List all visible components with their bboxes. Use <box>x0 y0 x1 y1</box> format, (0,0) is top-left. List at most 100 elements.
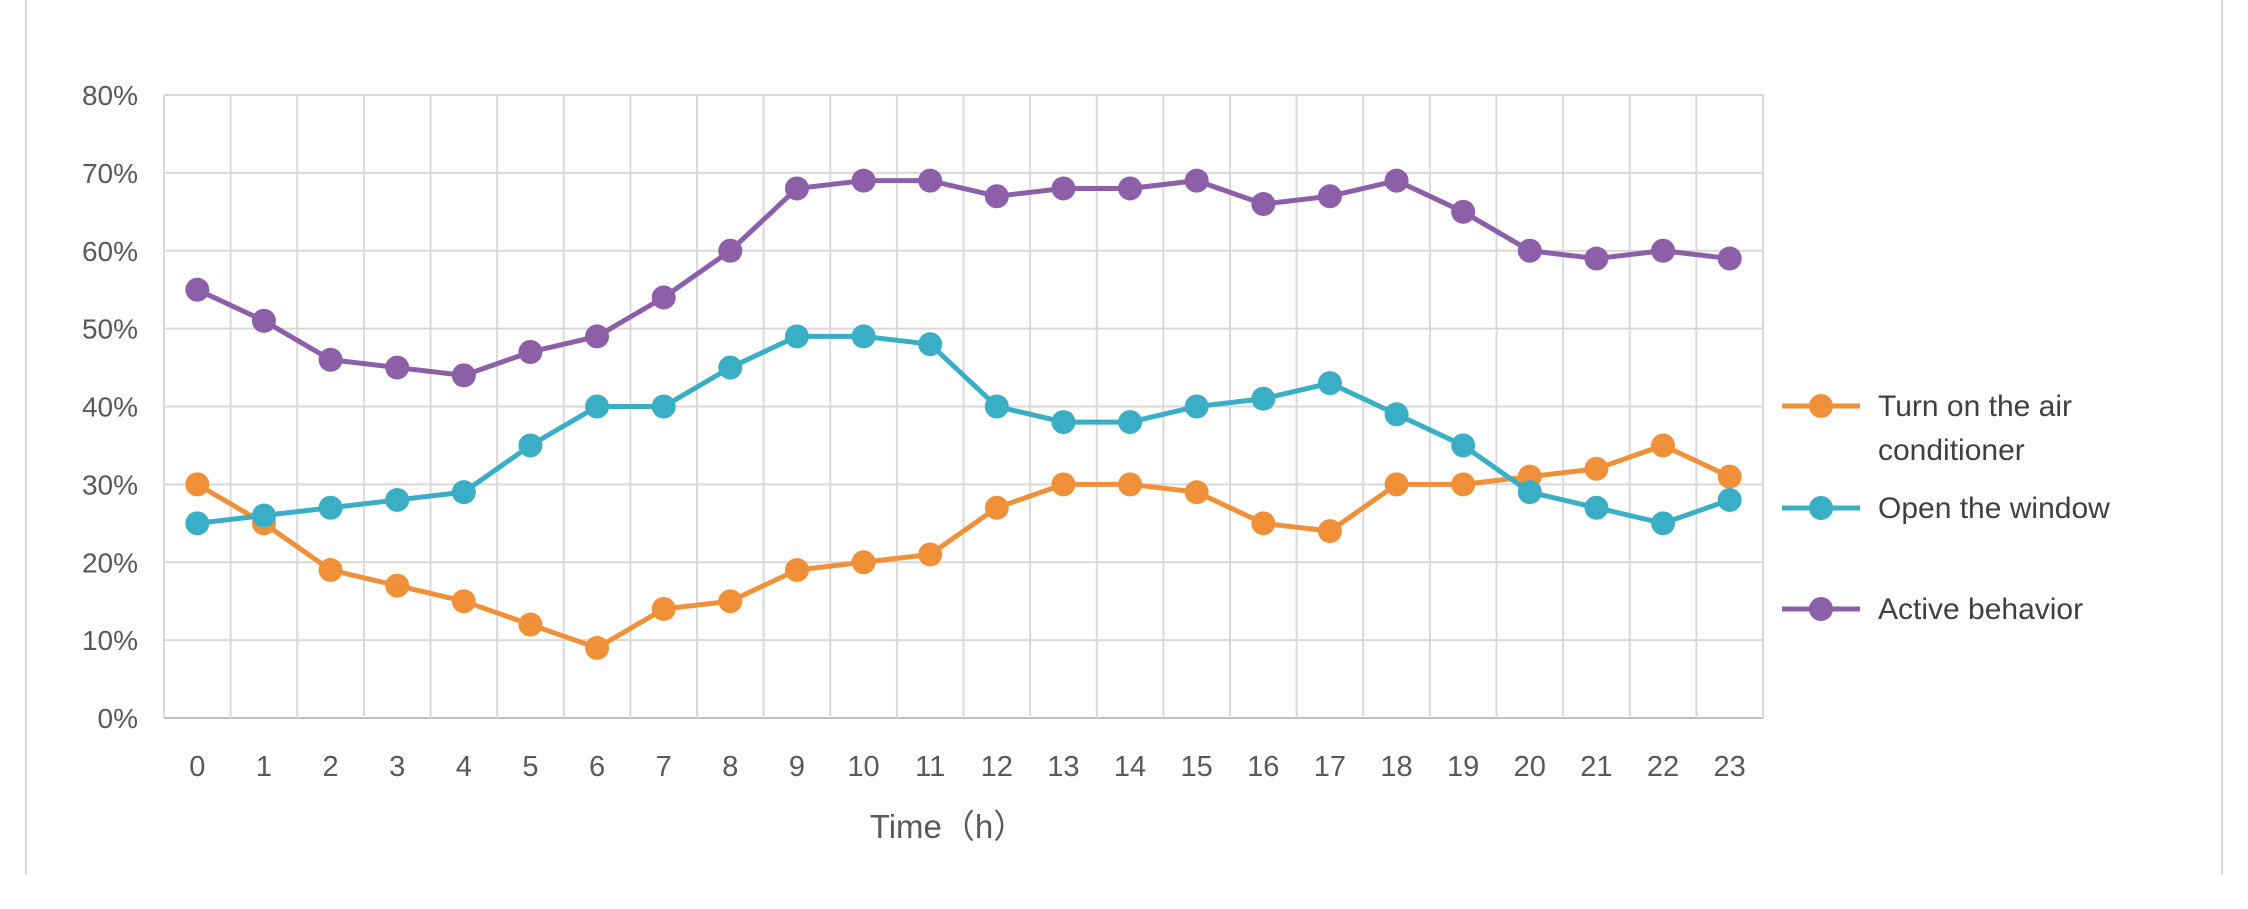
data-point <box>1717 487 1742 512</box>
x-tick-label: 18 <box>1380 751 1412 783</box>
data-point <box>1717 464 1742 489</box>
y-tick-label: 70% <box>82 158 138 189</box>
x-tick-label: 0 <box>189 751 205 783</box>
data-point <box>451 363 476 388</box>
data-point <box>1584 246 1609 271</box>
data-point <box>651 596 676 621</box>
data-point <box>918 168 943 193</box>
y-tick-label: 30% <box>82 469 138 500</box>
x-tick-label: 22 <box>1647 751 1679 783</box>
data-point <box>918 332 943 357</box>
data-point <box>385 355 410 380</box>
data-point <box>1051 176 1076 201</box>
data-point <box>984 394 1009 419</box>
data-point <box>318 495 343 520</box>
data-point <box>1517 238 1542 263</box>
y-tick-label: 50% <box>82 314 138 345</box>
legend-marker <box>1809 394 1833 418</box>
data-point <box>1717 246 1742 271</box>
x-tick-label: 10 <box>847 751 879 783</box>
data-point <box>718 355 743 380</box>
data-point <box>318 558 343 583</box>
x-tick-label: 20 <box>1514 751 1546 783</box>
data-point <box>718 238 743 263</box>
data-point <box>1451 199 1476 224</box>
data-point <box>1118 472 1143 497</box>
legend-marker <box>1809 496 1833 520</box>
x-tick-label: 15 <box>1181 751 1213 783</box>
x-tick-label: 2 <box>322 751 338 783</box>
x-axis-tick-labels: 0 1 2 3 4 5 6 7 8 9 10 11 12 13 14 15 16 17 18 19 20 21 22 23 <box>189 751 1746 783</box>
data-point <box>451 589 476 614</box>
data-point <box>251 308 276 333</box>
data-point <box>1317 371 1342 396</box>
y-axis-tick-labels: 0% 10% 20% 30% 40% 50% 60% 70% 80% <box>82 80 138 734</box>
y-tick-label: 40% <box>82 392 138 423</box>
legend-label: Turn on the air <box>1878 390 2072 423</box>
data-point <box>718 589 743 614</box>
data-point <box>251 503 276 528</box>
legend-entry: Open the window <box>1782 492 2110 525</box>
x-tick-label: 23 <box>1714 751 1746 783</box>
x-tick-label: 11 <box>915 751 945 783</box>
data-point <box>1118 410 1143 435</box>
x-tick-label: 4 <box>456 751 472 783</box>
series-group <box>185 433 1742 660</box>
data-point <box>518 433 543 458</box>
data-point <box>1118 176 1143 201</box>
data-point <box>385 487 410 512</box>
data-point <box>451 480 476 505</box>
data-point <box>1384 402 1409 427</box>
data-point <box>585 324 610 349</box>
data-point <box>1584 456 1609 481</box>
data-point <box>585 394 610 419</box>
legend-label: Open the window <box>1878 492 2110 525</box>
data-point <box>1384 168 1409 193</box>
data-point <box>784 558 809 583</box>
series-group <box>185 324 1742 536</box>
data-point <box>851 168 876 193</box>
x-tick-label: 9 <box>789 751 805 783</box>
x-tick-label: 5 <box>522 751 538 783</box>
data-point <box>851 550 876 575</box>
data-point <box>1184 480 1209 505</box>
x-tick-label: 16 <box>1247 751 1279 783</box>
x-tick-label: 8 <box>722 751 738 783</box>
data-point <box>585 635 610 660</box>
data-point <box>318 347 343 372</box>
data-point <box>784 176 809 201</box>
legend-marker <box>1809 597 1833 621</box>
data-point <box>185 472 210 497</box>
data-point <box>1651 433 1676 458</box>
data-point <box>1051 472 1076 497</box>
data-point <box>1517 480 1542 505</box>
x-tick-label: 12 <box>981 751 1013 783</box>
data-point <box>651 394 676 419</box>
y-tick-label: 80% <box>82 80 138 111</box>
legend-entry: Active behavior <box>1782 593 2083 626</box>
x-tick-label: 6 <box>589 751 605 783</box>
data-point <box>1384 472 1409 497</box>
x-tick-label: 19 <box>1447 751 1479 783</box>
data-point <box>185 277 210 302</box>
data-point <box>385 573 410 598</box>
x-tick-label: 13 <box>1047 751 1079 783</box>
data-point <box>1184 394 1209 419</box>
legend-label: conditioner <box>1878 434 2025 467</box>
data-point <box>784 324 809 349</box>
data-point <box>518 612 543 637</box>
series-group <box>185 168 1742 388</box>
data-point <box>1317 184 1342 209</box>
data-point <box>185 511 210 536</box>
legend-label: Active behavior <box>1878 593 2083 626</box>
y-tick-label: 20% <box>82 547 138 578</box>
x-tick-label: 3 <box>389 751 405 783</box>
data-point <box>1051 410 1076 435</box>
y-tick-label: 10% <box>82 625 138 656</box>
data-point <box>1651 511 1676 536</box>
x-tick-label: 14 <box>1114 751 1146 783</box>
data-point <box>518 339 543 364</box>
data-point <box>1184 168 1209 193</box>
